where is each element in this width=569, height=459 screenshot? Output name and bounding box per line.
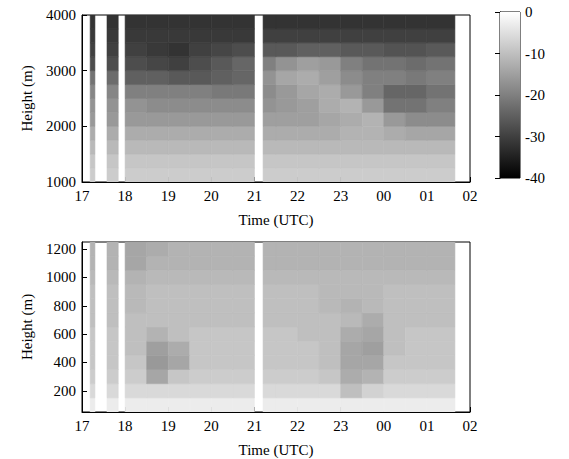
svg-text:21: 21 (247, 418, 262, 434)
svg-text:23: 23 (333, 418, 348, 434)
svg-text:2000: 2000 (46, 118, 76, 134)
svg-text:1200: 1200 (46, 241, 76, 257)
svg-text:-20: -20 (525, 87, 545, 103)
svg-text:4000: 4000 (46, 7, 76, 23)
svg-text:21: 21 (247, 188, 262, 204)
svg-text:01: 01 (419, 188, 434, 204)
svg-text:17: 17 (75, 188, 91, 204)
svg-text:0: 0 (525, 4, 533, 20)
svg-text:23: 23 (333, 188, 348, 204)
svg-text:200: 200 (54, 383, 77, 399)
svg-text:18: 18 (118, 418, 133, 434)
svg-text:Height (m): Height (m) (19, 65, 36, 131)
svg-text:20: 20 (204, 418, 219, 434)
svg-text:Time (UTC): Time (UTC) (239, 212, 314, 229)
svg-text:-40: -40 (525, 170, 545, 186)
svg-text:1000: 1000 (46, 174, 76, 190)
svg-text:-30: -30 (525, 129, 545, 145)
svg-text:Height (m): Height (m) (19, 294, 36, 360)
svg-text:19: 19 (161, 418, 176, 434)
svg-text:-10: -10 (525, 46, 545, 62)
svg-text:02: 02 (463, 418, 478, 434)
svg-text:3000: 3000 (46, 63, 76, 79)
svg-text:22: 22 (290, 188, 305, 204)
svg-text:800: 800 (54, 298, 77, 314)
svg-text:18: 18 (118, 188, 133, 204)
svg-text:20: 20 (204, 188, 219, 204)
svg-text:00: 00 (376, 418, 391, 434)
svg-text:01: 01 (419, 418, 434, 434)
svg-text:19: 19 (161, 188, 176, 204)
svg-text:02: 02 (463, 188, 478, 204)
svg-text:22: 22 (290, 418, 305, 434)
svg-text:600: 600 (54, 326, 77, 342)
svg-text:400: 400 (54, 354, 77, 370)
svg-text:1000: 1000 (46, 269, 76, 285)
svg-text:Time (UTC): Time (UTC) (239, 442, 314, 459)
svg-text:00: 00 (376, 188, 391, 204)
svg-text:17: 17 (75, 418, 91, 434)
